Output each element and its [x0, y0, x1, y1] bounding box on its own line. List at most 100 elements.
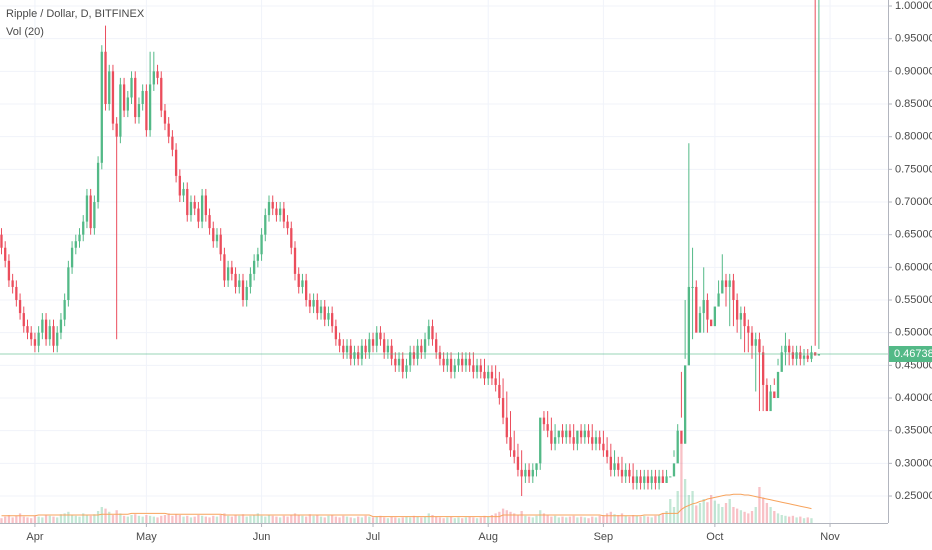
y-tick-label: 0.55000 [895, 294, 932, 306]
x-tick-label: Jun [253, 531, 271, 543]
volume-bar [282, 515, 286, 523]
volume-bar [527, 516, 531, 523]
volume-bar [63, 513, 66, 523]
volume-bar [178, 515, 181, 523]
volume-bar [717, 503, 720, 523]
volume-bar [791, 515, 795, 523]
volume-bar [535, 515, 538, 523]
volume-bar [122, 515, 126, 523]
volume-bar [754, 507, 757, 523]
volume-bar [308, 514, 312, 523]
volume-bar [182, 516, 185, 523]
candle-body [669, 476, 672, 478]
candle-body [758, 339, 761, 353]
volume-bar [249, 515, 252, 523]
volume-bar [145, 515, 148, 523]
volume-bar [371, 517, 375, 523]
candle-body [37, 332, 40, 346]
candle-body [661, 476, 664, 483]
volume-bar [539, 510, 542, 523]
candle-body [646, 476, 650, 483]
volume-bar [30, 518, 33, 523]
candle-body [472, 365, 475, 372]
volume-bar [788, 516, 791, 523]
candle-body [713, 306, 717, 327]
volume-bar [594, 517, 598, 523]
volume-bar [323, 517, 326, 523]
volume-bar [665, 511, 668, 523]
volume-bar [553, 515, 557, 523]
candle-body [264, 215, 267, 235]
candle-body [524, 469, 527, 477]
candle-body [795, 352, 798, 359]
candle-body [620, 469, 624, 477]
volume-bar [390, 516, 393, 523]
last-price-label: 0.46738 [894, 348, 932, 360]
candle-body [152, 71, 155, 85]
candle-body [371, 339, 375, 346]
volume-bar [56, 517, 59, 523]
volume-bar [271, 515, 274, 523]
candle-body [282, 208, 286, 222]
volume-bar [579, 516, 583, 523]
candle-body [360, 345, 364, 359]
volume-bar [464, 517, 468, 523]
x-tick-label: Jul [366, 531, 380, 543]
volume-bar [267, 515, 271, 523]
volume-bar [134, 514, 137, 523]
candle-body [122, 84, 126, 111]
volume-bar [498, 511, 501, 523]
candle-body [672, 463, 676, 477]
candle-body [695, 286, 698, 333]
candle-body [82, 221, 85, 235]
candle-body [171, 136, 174, 150]
y-tick-label: 0.60000 [895, 261, 932, 273]
volume-bar [735, 508, 739, 523]
candle-body [59, 319, 63, 333]
candle-body [468, 358, 471, 366]
candle-body [223, 254, 226, 281]
y-tick-label: 0.75000 [895, 163, 932, 175]
candle-body [568, 430, 572, 438]
volume-bar [174, 514, 178, 523]
volume-bar [765, 503, 769, 523]
volume-bar [758, 487, 761, 523]
candle-body [791, 352, 795, 359]
volume-bar [531, 517, 534, 523]
volume-bar [126, 516, 129, 523]
candle-body [762, 352, 765, 385]
volume-bar [252, 515, 256, 523]
volume-bar [297, 515, 300, 523]
candle-body [724, 280, 728, 287]
volume-bar [769, 507, 772, 523]
candle-body [22, 313, 25, 327]
candle-body [550, 430, 553, 444]
volume-bar [327, 515, 330, 523]
candle-body [182, 188, 185, 196]
volume-bar [353, 518, 356, 523]
volume-bar [26, 517, 29, 523]
volume-bar [435, 516, 438, 523]
candle-body [56, 332, 59, 346]
volume-bar [509, 511, 512, 523]
volume-bar [657, 515, 661, 523]
volume-bar [587, 518, 590, 523]
volume-bar [275, 516, 278, 523]
x-tick-label: Nov [820, 531, 840, 543]
y-tick-label: 0.40000 [895, 392, 932, 404]
candle-body [535, 463, 538, 470]
volume-bar [409, 517, 412, 523]
volume-bar [479, 517, 482, 523]
volume-bar [7, 515, 11, 523]
candle-body [338, 339, 341, 346]
volume-bar [293, 513, 297, 523]
volume-bar [550, 516, 553, 523]
candle-body [449, 358, 453, 372]
candle-body [386, 345, 390, 353]
volume-bar [331, 515, 334, 523]
volume-bar [11, 517, 14, 523]
volume-bar [687, 495, 691, 523]
candle-body [617, 463, 620, 470]
candle-body [435, 339, 438, 353]
